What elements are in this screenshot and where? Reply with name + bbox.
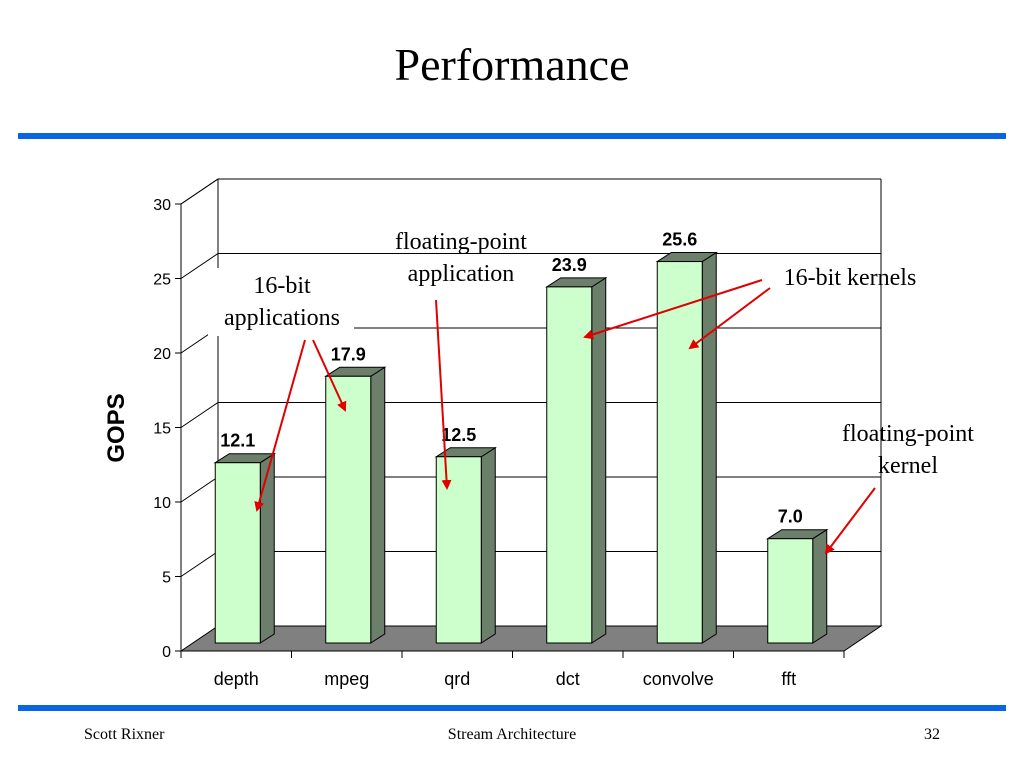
y-tick-label: 10 xyxy=(153,495,171,512)
bar-depth-side xyxy=(259,452,275,644)
bar-fft xyxy=(767,538,814,644)
bar-dct xyxy=(546,286,593,644)
y-tick-label: 20 xyxy=(153,346,171,363)
side-wall-top-edge xyxy=(180,178,219,205)
category-label-mpeg: mpeg xyxy=(324,669,369,689)
annotation-text: applications xyxy=(224,305,340,331)
bar-qrd-side xyxy=(480,446,496,644)
footer-presentation-title: Stream Architecture xyxy=(447,726,577,743)
annotation-arrow-qrd xyxy=(435,299,452,490)
y-tick-label: 15 xyxy=(153,421,171,438)
annotation-arrow-mpeg xyxy=(312,339,347,412)
bar-convolve xyxy=(656,261,703,644)
category-label-depth: depth xyxy=(214,669,259,689)
value-label-fft: 7.0 xyxy=(778,507,803,527)
gridline xyxy=(180,253,881,279)
y-tick-label: 5 xyxy=(162,570,171,587)
bar-fft-side xyxy=(812,528,828,644)
y-axis-title: GOPS xyxy=(103,393,130,462)
footer-author: Scott Rixner xyxy=(84,726,165,743)
annotation-arrow-dct xyxy=(583,279,763,340)
annotation-text: application xyxy=(408,261,515,287)
category-label-qrd: qrd xyxy=(444,669,470,689)
category-label-fft: fft xyxy=(781,669,796,689)
value-label-convolve: 25.6 xyxy=(662,230,697,250)
value-label-depth: 12.1 xyxy=(220,431,255,451)
gridline xyxy=(180,476,881,503)
bar-convolve-side xyxy=(701,251,717,644)
annotation-text: floating-point xyxy=(395,229,527,255)
value-label-dct: 23.9 xyxy=(552,255,587,275)
footer-divider xyxy=(18,705,1006,711)
y-tick-label: 30 xyxy=(153,197,171,214)
footer-page-number: 32 xyxy=(924,726,940,743)
title-divider xyxy=(18,133,1006,139)
annotation-backdrop xyxy=(208,268,354,336)
bar-mpeg-side xyxy=(370,366,386,644)
bar-depth xyxy=(214,462,261,644)
value-label-mpeg: 17.9 xyxy=(331,344,366,364)
annotation-text: kernel xyxy=(878,453,938,479)
bar-mpeg xyxy=(325,375,372,644)
annotation-arrow-depth xyxy=(254,339,306,512)
annotation-text: 16-bit kernels xyxy=(784,265,917,291)
slide-title: Performance xyxy=(394,39,630,90)
y-tick-label: 25 xyxy=(153,272,171,289)
annotation-text: 16-bit xyxy=(253,273,311,299)
category-label-convolve: convolve xyxy=(643,669,714,689)
bar-qrd xyxy=(435,456,482,644)
annotation-text: floating-point xyxy=(842,421,974,447)
annotation-arrow-convolve xyxy=(688,287,771,350)
value-label-qrd: 12.5 xyxy=(441,425,476,445)
y-tick-label: 0 xyxy=(162,644,171,661)
category-label-dct: dct xyxy=(556,669,580,689)
gridline xyxy=(180,178,881,205)
annotation-arrow-fft xyxy=(824,487,876,555)
